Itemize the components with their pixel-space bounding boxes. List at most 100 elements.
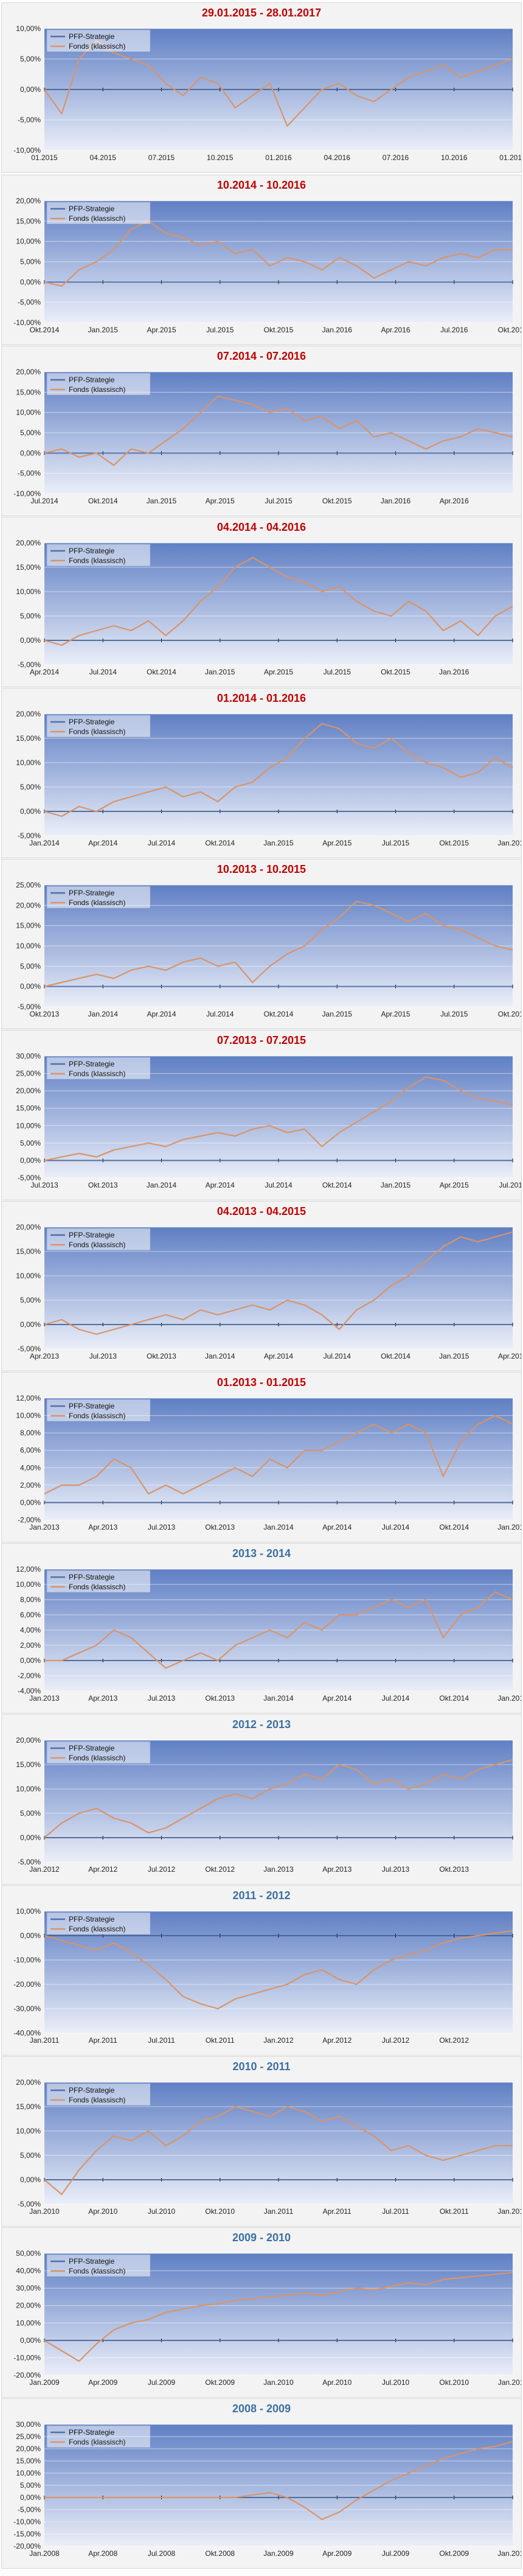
- x-tick-label: Okt.2011: [440, 2207, 469, 2216]
- y-tick-label: 25,00%: [16, 1069, 41, 1078]
- chart-panel: 04.2013 - 04.2015 20,00% 15,00% 10,00% 5,00%…: [1, 1201, 522, 1371]
- x-tick-label: Jul.2015: [499, 1181, 521, 1189]
- x-tick-label: 07.2016: [383, 153, 409, 162]
- legend-label-pfp: PFP-Strategie: [69, 2257, 115, 2266]
- x-tick-label: Jul.2014: [30, 497, 58, 505]
- x-tick-label: 01.2016: [265, 153, 292, 162]
- y-tick-label: 5,00%: [20, 1296, 41, 1304]
- y-tick-label: 0,00%: [20, 2336, 41, 2345]
- y-tick-label: 15,00%: [16, 1104, 41, 1113]
- chart-svg: 20,00%15,00%10,00%5,00%0,00%-5,00%Jan.20…: [16, 2078, 521, 2216]
- legend-box: [46, 2254, 151, 2277]
- legend-label-pfp: PFP-Strategie: [69, 1573, 115, 1581]
- x-tick-label: Apr.2015: [264, 668, 293, 676]
- legend-label-pfp: PFP-Strategie: [69, 2428, 115, 2437]
- x-tick-label: Jul.2012: [148, 1865, 176, 1874]
- y-tick-label: 30,00%: [16, 2420, 41, 2429]
- legend-label-fonds: Fonds (klassisch): [69, 2096, 125, 2104]
- x-tick-label: Okt.2011: [206, 2036, 235, 2045]
- x-tick-label: Jan.2014: [88, 1010, 119, 1018]
- chart-panel: 2010 - 2011 20,00% 15,00% 10,00% 5,00% 0,00% -…: [1, 2056, 522, 2227]
- x-tick-label: Jan.2009: [29, 2378, 60, 2387]
- legend-box: [46, 886, 151, 909]
- chart-title: 2009 - 2010: [232, 2231, 291, 2244]
- y-tick-label: 10,00%: [16, 1412, 41, 1420]
- x-tick-label: Jul.2013: [382, 1865, 410, 1874]
- x-tick-label: Apr.2015: [381, 1010, 410, 1018]
- legend-label-fonds: Fonds (klassisch): [69, 898, 125, 907]
- series-line-fonds: [44, 1930, 513, 2010]
- y-tick-label: 0,00%: [20, 982, 41, 991]
- chart-panel: 2012 - 2013 20,00% 15,00% 10,00% 5,00% 0,00% -…: [1, 1714, 522, 1885]
- y-tick-label: 20,00%: [16, 2301, 41, 2310]
- x-tick-label: Jan.2013: [29, 1694, 60, 1703]
- x-tick-label: 10.2016: [441, 153, 468, 162]
- legend-box: [46, 1057, 151, 1080]
- y-tick-label: 5,00%: [20, 612, 41, 620]
- y-tick-label: 6,00%: [20, 1611, 41, 1619]
- x-tick-label: Jan.2014: [263, 1694, 294, 1703]
- chart-svg: 50,00% 40,00% 30,00% 20,00% 10,00% 0,00% -10,0…: [13, 2249, 521, 2387]
- y-tick-label: 5,00%: [20, 2481, 41, 2490]
- legend-label-fonds: Fonds (klassisch): [69, 1069, 125, 1078]
- chart-panel: 2011 - 2012 10,00% 0,00% -10,00% -20,00% -30,…: [1, 1885, 522, 2056]
- series-line-fonds: [44, 1759, 513, 1838]
- chart-title: 2013 - 2014: [232, 1547, 291, 1559]
- x-tick-label: Apr.2014: [206, 1181, 235, 1189]
- x-tick-label: Jul.2012: [382, 2036, 410, 2045]
- legend-label-pfp: PFP-Strategie: [69, 1060, 115, 1068]
- y-tick-label: 2,00%: [20, 1641, 41, 1650]
- y-tick-label: -4,00%: [18, 1687, 41, 1695]
- y-tick-label: 30,00%: [16, 2284, 41, 2292]
- x-tick-label: Jul.2015: [265, 497, 293, 505]
- x-tick-label: Jul.2015: [440, 1010, 468, 1018]
- x-tick-label: Okt.2015: [498, 1010, 521, 1018]
- x-tick-label: Jan.2016: [322, 326, 353, 334]
- series-line-fonds: [44, 1591, 513, 1669]
- y-tick-label: -2,00%: [18, 1671, 41, 1680]
- x-tick-label: Okt.2013: [147, 1352, 176, 1360]
- chart-panel: 29.01.2015 - 28.01.2017 10,00% 5,00% 0,00% -…: [1, 2, 522, 173]
- x-tick-label: Apr.2010: [322, 2378, 352, 2387]
- legend-label-fonds: Fonds (klassisch): [69, 2267, 125, 2275]
- y-tick-label: 0,00%: [20, 807, 41, 816]
- legend-label-pfp: PFP-Strategie: [69, 1915, 115, 1923]
- x-tick-label: Apr.2012: [322, 2036, 352, 2045]
- y-tick-label: 15,00%: [16, 922, 41, 930]
- legend-box: [46, 2425, 151, 2448]
- x-tick-label: Jan.2009: [263, 2549, 294, 2558]
- y-tick-label: 30,00%: [16, 1052, 41, 1060]
- x-tick-label: 07.2015: [148, 153, 175, 162]
- x-tick-label: Apr.2016: [440, 497, 469, 505]
- y-tick-label: 10,00%: [16, 1121, 41, 1130]
- y-tick-label: 15,00%: [16, 1247, 41, 1256]
- chart-panel: 07.2014 - 07.2016 20,00% 15,00% 10,00% 5,00%…: [1, 346, 522, 516]
- series-line-fonds: [44, 2105, 513, 2196]
- y-tick-label: 50,00%: [16, 2249, 41, 2258]
- y-tick-label: 15,00%: [16, 734, 41, 743]
- x-tick-label: Okt.2013: [30, 1010, 60, 1018]
- x-tick-label: Jul.2014: [382, 1694, 410, 1703]
- y-tick-label: -10,00%: [13, 146, 41, 155]
- y-tick-label: 8,00%: [20, 1595, 41, 1604]
- series-line-fonds: [44, 900, 513, 987]
- chart-title: 2012 - 2013: [232, 1718, 291, 1731]
- x-tick-label: Jan.2015: [263, 839, 294, 847]
- x-tick-label: Apr.2011: [323, 2207, 352, 2216]
- x-tick-label: Jul.2013: [89, 1352, 117, 1360]
- x-tick-label: Okt.2014: [88, 497, 118, 505]
- x-tick-label: Apr.2014: [264, 1352, 293, 1360]
- x-tick-label: Jul.2015: [382, 839, 410, 847]
- y-tick-label: 0,00%: [20, 449, 41, 457]
- legend-label-pfp: PFP-Strategie: [69, 2086, 115, 2095]
- x-tick-label: Apr.2015: [147, 326, 176, 334]
- x-tick-label: Jan.2015: [205, 668, 235, 676]
- x-tick-label: Apr.2014: [322, 1523, 352, 1531]
- y-tick-label: -5,00%: [18, 1174, 41, 1182]
- chart-svg: 20,00%15,00%10,00%5,00%0,00%-5,00%Apr.20…: [16, 1223, 521, 1360]
- x-tick-label: Jan.2012: [263, 2036, 294, 2045]
- chart-title: 2011 - 2012: [232, 1889, 291, 1902]
